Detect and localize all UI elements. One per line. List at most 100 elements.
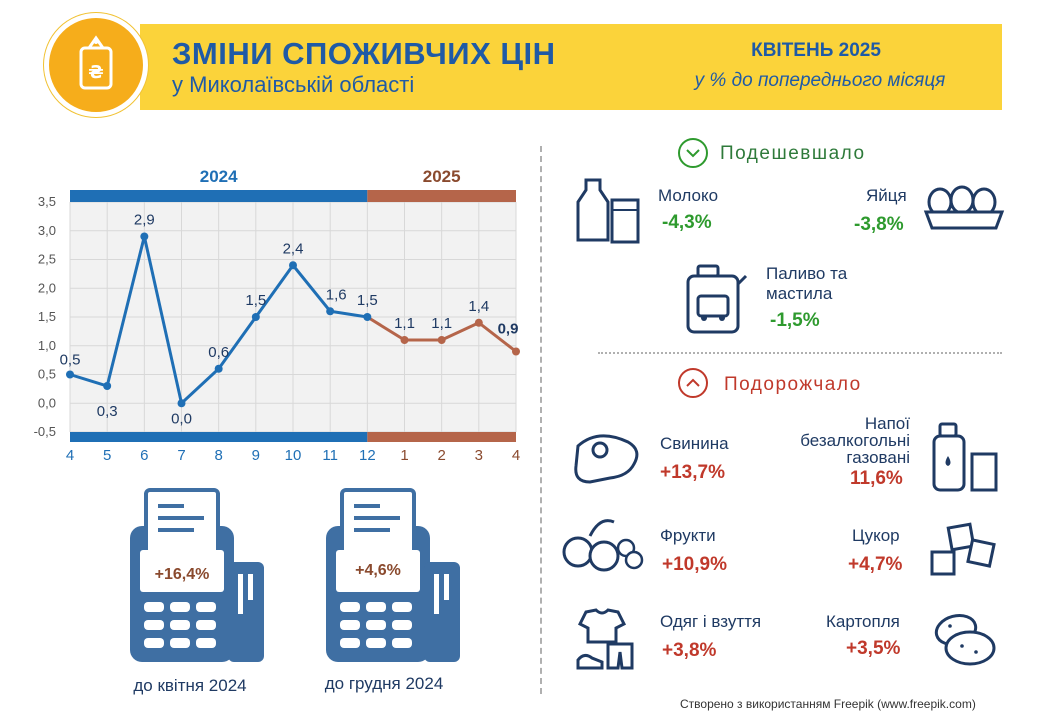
fruits-label: Фрукти bbox=[660, 526, 716, 545]
eggs-icon bbox=[923, 185, 1005, 230]
pork-label: Свинина bbox=[660, 434, 729, 453]
eggs-value: -3,8% bbox=[854, 214, 904, 235]
drinks-label-line3: газовані bbox=[846, 448, 910, 467]
pricier-heading: Подорожчало bbox=[724, 374, 862, 395]
cheaper-heading: Подешевшало bbox=[720, 143, 866, 164]
fruits-icon bbox=[562, 519, 644, 572]
milk-value: -4,3% bbox=[662, 212, 712, 233]
section-divider bbox=[598, 352, 1002, 354]
page-subtitle: у Миколаївській області bbox=[172, 72, 415, 97]
data-label: 2,4 bbox=[283, 240, 304, 257]
x-tick-label: 7 bbox=[177, 447, 185, 464]
terminal-label-left: до квітня 2024 bbox=[133, 676, 247, 695]
x-tick-label: 4 bbox=[66, 447, 74, 464]
data-label: 1,4 bbox=[468, 298, 489, 315]
y-tick-label: 1,5 bbox=[38, 309, 56, 324]
price-tag-badge: ₴ bbox=[44, 13, 148, 117]
milk-label: Молоко bbox=[658, 186, 719, 205]
x-tick-label: 3 bbox=[475, 447, 483, 464]
y-tick-label: 1,0 bbox=[38, 338, 56, 353]
data-label: 1,5 bbox=[245, 292, 266, 309]
data-point bbox=[177, 399, 186, 408]
page-title: ЗМІНИ СПОЖИВЧИХ ЦІН bbox=[172, 36, 556, 71]
x-tick-label: 12 bbox=[359, 447, 376, 464]
x-tick-label: 5 bbox=[103, 447, 111, 464]
y-tick-label: 3,5 bbox=[38, 194, 56, 209]
data-point bbox=[140, 232, 149, 241]
milk-icon bbox=[576, 178, 640, 244]
year-label-2025: 2025 bbox=[423, 167, 461, 186]
data-label: 0,3 bbox=[97, 403, 118, 420]
x-tick-label: 1 bbox=[400, 447, 408, 464]
meat-icon bbox=[574, 434, 639, 484]
sugar-value: +4,7% bbox=[848, 554, 903, 575]
clothes-label: Одяг і взуття bbox=[660, 612, 762, 631]
fuel-label-line1: Паливо та bbox=[766, 264, 848, 283]
vertical-divider bbox=[540, 146, 542, 694]
pork-value: +13,7% bbox=[660, 462, 725, 483]
data-label: 0,5 bbox=[60, 352, 81, 369]
report-month: КВІТЕНЬ 2025 bbox=[751, 40, 881, 61]
x-tick-label: 9 bbox=[252, 447, 260, 464]
year-band-2024-bottom bbox=[70, 432, 368, 442]
data-point bbox=[512, 347, 520, 356]
chevron-down-icon bbox=[678, 138, 708, 168]
drinks-value: 11,6% bbox=[850, 468, 903, 489]
payment-terminal-right-icon bbox=[326, 488, 460, 662]
data-point bbox=[66, 370, 74, 379]
data-point bbox=[289, 261, 297, 270]
x-tick-label: 8 bbox=[214, 447, 222, 464]
drinks-label-line1: Напої bbox=[864, 414, 910, 433]
drinks-label-line2: безалкогольні bbox=[800, 431, 910, 450]
data-point bbox=[251, 313, 260, 321]
fuel-value: -1,5% bbox=[770, 310, 820, 331]
potato-icon bbox=[934, 614, 996, 666]
header-banner bbox=[140, 24, 1002, 110]
data-label: 1,5 bbox=[357, 292, 378, 309]
x-tick-label: 4 bbox=[512, 447, 520, 464]
year-label-2024: 2024 bbox=[200, 167, 238, 186]
data-label: 1,6 bbox=[326, 286, 347, 303]
x-tick-label: 10 bbox=[285, 447, 302, 464]
y-tick-label: 2,5 bbox=[38, 252, 56, 267]
fuel-label-line2: мастила bbox=[766, 284, 833, 303]
data-point bbox=[326, 307, 335, 316]
credit-note: Створено з використанням Freepik (www.fr… bbox=[680, 697, 976, 711]
data-point bbox=[437, 336, 446, 344]
cpi-line-chart: 2024 2025 3,5 3,0 2,5 2,0 1,5 1,0 0,5 0,0 -0,5 4 5 6 7… bbox=[34, 167, 521, 464]
eggs-label: Яйця bbox=[866, 186, 907, 205]
data-label: 0,6 bbox=[208, 344, 229, 361]
y-tick-label: -0,5 bbox=[34, 424, 56, 439]
x-tick-label: 11 bbox=[322, 447, 338, 464]
clothes-value: +3,8% bbox=[662, 640, 717, 661]
fruits-value: +10,9% bbox=[662, 554, 727, 575]
sugar-icon bbox=[930, 522, 996, 576]
data-point bbox=[474, 318, 483, 327]
price-tag-icon: ₴ bbox=[79, 35, 113, 90]
data-label: 1,1 bbox=[394, 315, 415, 332]
svg-text:₴: ₴ bbox=[88, 62, 103, 83]
terminal-label-right: до грудня 2024 bbox=[324, 674, 444, 693]
potato-value: +3,5% bbox=[846, 638, 901, 659]
year-band-2025-top bbox=[367, 190, 516, 202]
drinks-icon bbox=[932, 422, 998, 492]
data-point bbox=[400, 336, 409, 344]
terminal-value-left: +16,4% bbox=[154, 566, 210, 583]
y-tick-label: 0,5 bbox=[38, 367, 56, 382]
clothes-icon bbox=[576, 608, 634, 670]
data-label: 2,9 bbox=[134, 212, 155, 229]
x-tick-label: 2 bbox=[437, 447, 445, 464]
terminal-value-right: +4,6% bbox=[355, 562, 401, 579]
x-tick-label: 6 bbox=[140, 447, 148, 464]
y-tick-label: 0,0 bbox=[38, 395, 56, 410]
fuel-canister-icon bbox=[686, 264, 748, 334]
potato-label: Картопля bbox=[826, 612, 900, 631]
data-point bbox=[363, 313, 372, 321]
chevron-up-icon bbox=[678, 368, 708, 398]
data-label: 0,9 bbox=[498, 321, 519, 338]
sugar-label: Цукор bbox=[852, 526, 900, 545]
y-tick-label: 3,0 bbox=[38, 223, 56, 238]
payment-terminal-left-icon bbox=[130, 488, 264, 662]
data-label: 1,1 bbox=[431, 315, 452, 332]
data-label: 0,0 bbox=[171, 410, 192, 427]
